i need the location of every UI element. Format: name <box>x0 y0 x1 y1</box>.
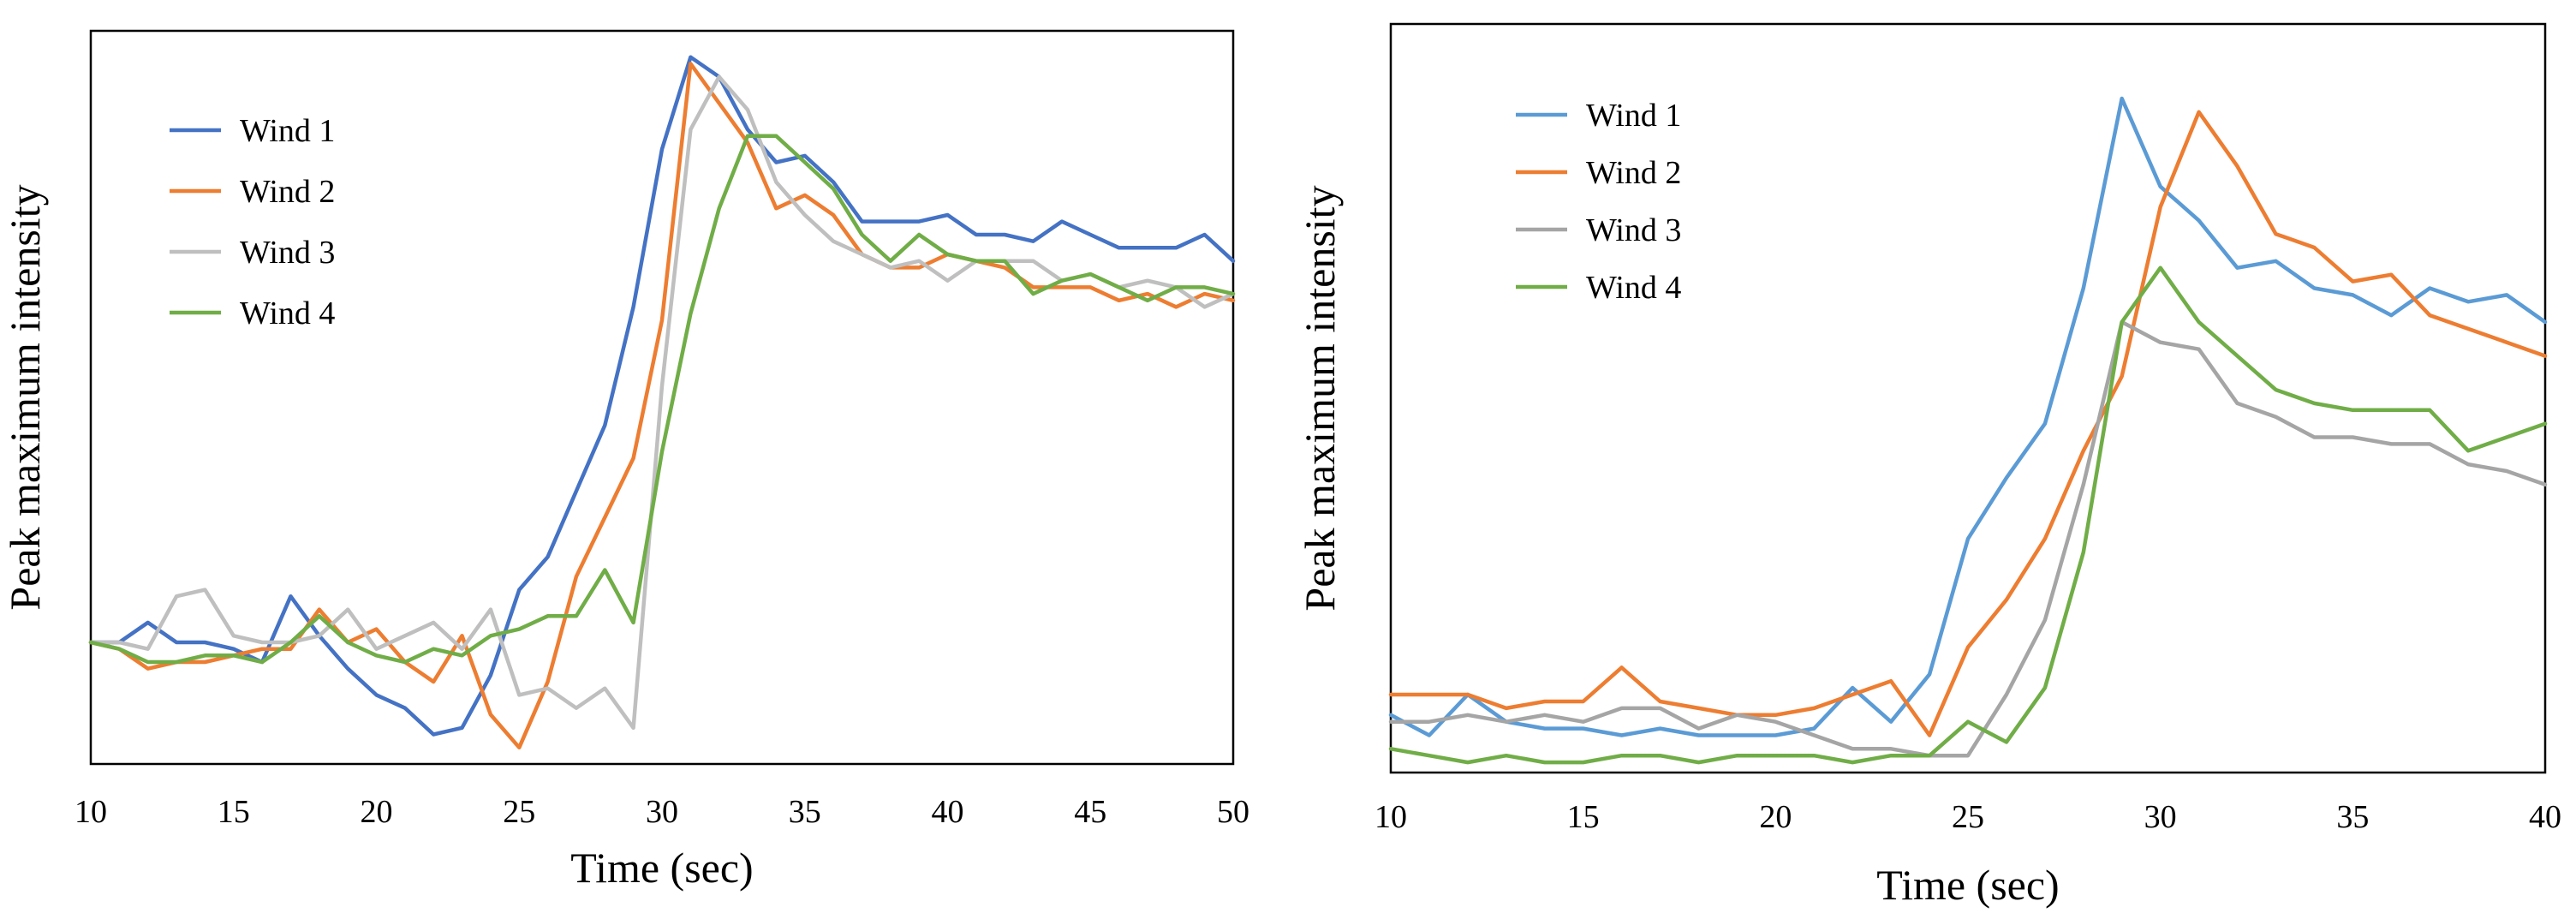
x-tick-label: 35 <box>2336 799 2369 835</box>
series-line-wind-3 <box>88 75 1236 731</box>
legend: Wind 1 Wind 2 Wind 3 Wind 4 <box>1516 98 1681 306</box>
x-tick-label: 40 <box>932 794 964 830</box>
legend-label-wind-4: Wind 4 <box>240 295 335 331</box>
x-tick-label: 50 <box>1217 794 1249 830</box>
y-axis-title: Peak maximum intensity <box>1296 185 1344 611</box>
x-tick-label: 45 <box>1074 794 1106 830</box>
y-axis-title: Peak maximum intensity <box>1 184 49 610</box>
series-line-wind-1 <box>88 55 1236 737</box>
x-tick-label: 25 <box>1952 799 1984 835</box>
x-tick-label: 30 <box>646 794 678 830</box>
x-axis-title: Time (sec) <box>570 844 753 892</box>
x-tick-label: 15 <box>1567 799 1600 835</box>
x-tick-label: 20 <box>361 794 393 830</box>
legend-label-wind-2: Wind 2 <box>1586 155 1681 191</box>
legend-label-wind-3: Wind 3 <box>240 235 335 271</box>
series-line-wind-3 <box>1388 319 2548 758</box>
series-line-wind-4 <box>88 134 1236 665</box>
legend: Wind 1 Wind 2 Wind 3 Wind 4 <box>170 113 335 331</box>
left-chart: 10 15 20 25 30 35 40 45 50 Time (sec) Peak maximum… <box>1 29 1249 892</box>
x-tick-label: 40 <box>2529 799 2561 835</box>
x-tick-label: 35 <box>789 794 821 830</box>
x-tick-label: 10 <box>75 794 107 830</box>
legend-label-wind-1: Wind 1 <box>1586 98 1681 134</box>
plot-frame <box>89 29 1235 766</box>
series-line-wind-4 <box>1388 266 2548 765</box>
right-chart: 10 15 20 25 30 35 40 Time (sec) Peak maximum int… <box>1296 22 2561 909</box>
legend-label-wind-3: Wind 3 <box>1586 212 1681 248</box>
x-tick-label: 10 <box>1374 799 1407 835</box>
x-tick-label: 20 <box>1759 799 1792 835</box>
legend-label-wind-4: Wind 4 <box>1586 270 1681 306</box>
series-line-wind-2 <box>1388 110 2548 737</box>
x-tick-label: 25 <box>503 794 535 830</box>
x-tick-label: 15 <box>218 794 250 830</box>
x-tick-label: 30 <box>2144 799 2177 835</box>
legend-label-wind-1: Wind 1 <box>240 113 335 149</box>
series-line-wind-1 <box>1388 96 2548 737</box>
x-axis-title: Time (sec) <box>1876 861 2059 909</box>
legend-label-wind-2: Wind 2 <box>240 174 335 210</box>
plot-frame <box>1389 22 2547 774</box>
